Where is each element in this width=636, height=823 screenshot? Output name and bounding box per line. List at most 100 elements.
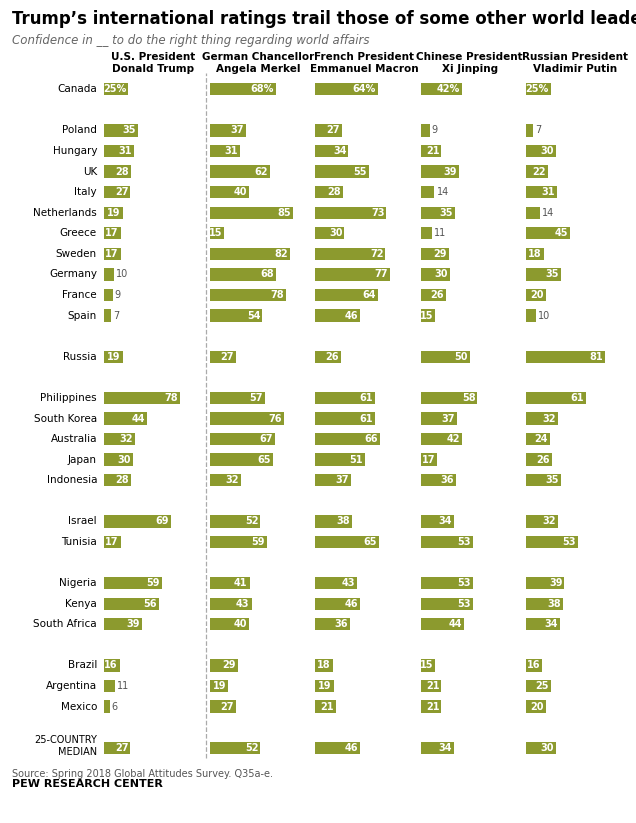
Text: South Africa: South Africa (33, 619, 97, 630)
Bar (527, 83, 551, 95)
Text: 17: 17 (422, 454, 436, 465)
Text: 26: 26 (431, 290, 444, 300)
Text: 43: 43 (342, 578, 355, 588)
Text: 77: 77 (375, 269, 389, 280)
Text: 27: 27 (221, 701, 234, 712)
Text: German Chancellor
Angela Merkel: German Chancellor Angela Merkel (202, 52, 315, 74)
Text: French President
Emmanuel Macron: French President Emmanuel Macron (310, 52, 418, 74)
Bar (315, 268, 391, 281)
Text: Poland: Poland (62, 125, 97, 136)
Text: 42%: 42% (436, 84, 460, 95)
Bar (210, 227, 225, 239)
Bar (421, 680, 441, 692)
Bar (210, 659, 238, 672)
Bar (315, 577, 357, 589)
Bar (421, 248, 449, 260)
Bar (315, 453, 365, 466)
Text: 15: 15 (420, 660, 434, 671)
Text: Nigeria: Nigeria (60, 578, 97, 588)
Bar (315, 309, 360, 322)
Bar (210, 412, 284, 425)
Text: 52: 52 (245, 742, 258, 753)
Text: 10: 10 (538, 310, 550, 321)
Bar (527, 351, 605, 363)
Bar (315, 227, 345, 239)
Text: 85: 85 (277, 207, 291, 218)
Text: 73: 73 (371, 207, 384, 218)
Text: 21: 21 (425, 146, 439, 156)
Bar (104, 227, 121, 239)
Text: 37: 37 (441, 413, 455, 424)
Bar (527, 124, 533, 137)
Text: 30: 30 (540, 146, 554, 156)
Bar (210, 248, 289, 260)
Text: 21: 21 (425, 701, 439, 712)
Text: 26: 26 (325, 351, 338, 362)
Text: South Korea: South Korea (34, 413, 97, 424)
Text: 55: 55 (354, 166, 367, 177)
Bar (210, 186, 249, 198)
Bar (527, 659, 542, 672)
Text: Indonesia: Indonesia (46, 475, 97, 486)
Text: 17: 17 (105, 537, 118, 547)
Text: 7: 7 (536, 125, 541, 136)
Bar (421, 165, 459, 178)
Bar (104, 700, 110, 713)
Bar (210, 597, 252, 610)
Bar (527, 515, 558, 528)
Bar (527, 392, 586, 404)
Text: Hungary: Hungary (53, 146, 97, 156)
Text: 65: 65 (363, 537, 377, 547)
Text: 65: 65 (258, 454, 271, 465)
Bar (421, 207, 455, 219)
Text: 6: 6 (112, 701, 118, 712)
Bar (104, 515, 171, 528)
Bar (210, 700, 236, 713)
Text: Russia: Russia (64, 351, 97, 362)
Bar (210, 577, 249, 589)
Text: 61: 61 (570, 393, 584, 403)
Text: 44: 44 (132, 413, 145, 424)
Text: Greece: Greece (60, 228, 97, 239)
Bar (104, 577, 162, 589)
Text: 61: 61 (359, 393, 373, 403)
Text: UK: UK (83, 166, 97, 177)
Bar (104, 309, 111, 322)
Bar (315, 515, 352, 528)
Bar (527, 207, 540, 219)
Bar (421, 309, 436, 322)
Text: 32: 32 (120, 434, 133, 444)
Text: 25%: 25% (525, 84, 549, 95)
Text: 37: 37 (336, 475, 349, 486)
Text: Confidence in __ to do the right thing regarding world affairs: Confidence in __ to do the right thing r… (12, 34, 370, 47)
Bar (315, 289, 378, 301)
Text: 16: 16 (104, 660, 118, 671)
Bar (210, 83, 276, 95)
Text: 50: 50 (454, 351, 467, 362)
Bar (421, 83, 462, 95)
Bar (527, 289, 546, 301)
Text: 29: 29 (223, 660, 236, 671)
Bar (315, 433, 380, 445)
Text: 34: 34 (438, 742, 452, 753)
Bar (421, 577, 473, 589)
Text: France: France (62, 290, 97, 300)
Bar (104, 659, 120, 672)
Bar (421, 351, 469, 363)
Text: Netherlands: Netherlands (33, 207, 97, 218)
Text: Japan: Japan (68, 454, 97, 465)
Bar (527, 309, 536, 322)
Bar (104, 453, 134, 466)
Bar (210, 309, 262, 322)
Bar (315, 700, 336, 713)
Text: Source: Spring 2018 Global Attitudes Survey. Q35a-e.: Source: Spring 2018 Global Attitudes Sur… (12, 769, 273, 779)
Text: 53: 53 (563, 537, 576, 547)
Bar (421, 474, 456, 486)
Bar (210, 618, 249, 630)
Text: 32: 32 (225, 475, 239, 486)
Text: Tunisia: Tunisia (61, 537, 97, 547)
Text: 40: 40 (233, 187, 247, 198)
Text: 21: 21 (320, 701, 334, 712)
Bar (104, 742, 130, 754)
Bar (104, 412, 147, 425)
